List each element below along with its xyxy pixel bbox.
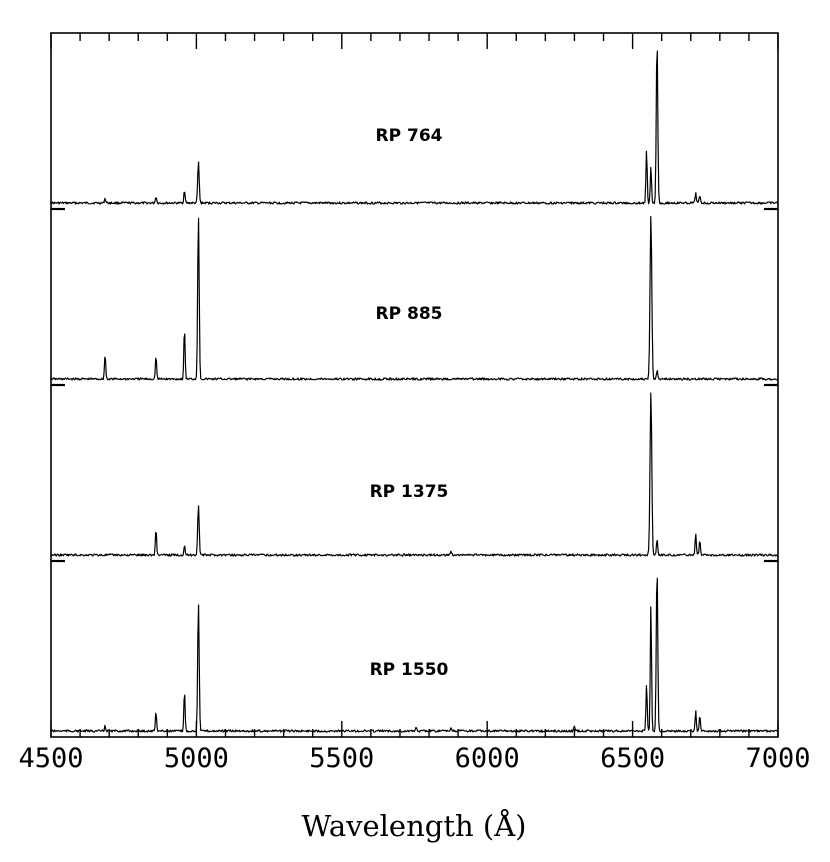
spectrum-line bbox=[50, 50, 779, 205]
axis-ticks bbox=[50, 33, 779, 737]
x-tick-label: 5500 bbox=[309, 743, 374, 774]
spectrum-panel: RP 764 bbox=[50, 50, 779, 205]
spectrum-line bbox=[50, 392, 779, 557]
x-tick-label: 4500 bbox=[18, 743, 83, 774]
x-tick-label: 6000 bbox=[455, 743, 520, 774]
series-label: RP 764 bbox=[376, 126, 443, 146]
x-tick-label: 5000 bbox=[164, 743, 229, 774]
series-label: RP 1550 bbox=[370, 660, 449, 680]
spectra-series: RP 764 RP 885 RP 1375 RP 1550 bbox=[50, 50, 779, 733]
x-tick-label: 6500 bbox=[600, 743, 665, 774]
spectrum-line bbox=[50, 577, 779, 733]
spectrum-panel: RP 1550 bbox=[50, 577, 779, 733]
tick-labels: 4500 5000 5500 6000 6500 7000 bbox=[18, 743, 810, 774]
x-axis-title: Wavelength (Å) bbox=[302, 808, 527, 843]
spectrum-line bbox=[50, 216, 779, 381]
series-label: RP 1375 bbox=[370, 482, 449, 502]
x-tick-label: 7000 bbox=[745, 743, 810, 774]
spectrum-panel: RP 885 bbox=[50, 216, 779, 381]
plot-frame bbox=[50, 32, 779, 738]
series-label: RP 885 bbox=[376, 304, 443, 324]
spectrum-panel: RP 1375 bbox=[50, 392, 779, 557]
